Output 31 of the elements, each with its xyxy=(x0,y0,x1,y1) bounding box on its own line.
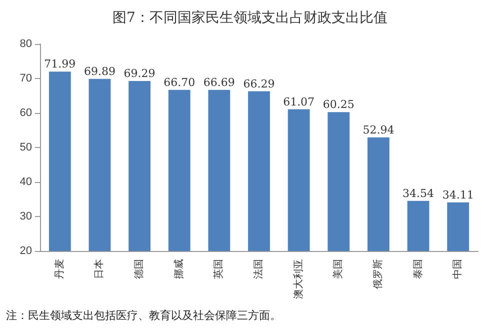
x-tick-label: 德国 xyxy=(134,259,146,279)
x-tick-label: 美国 xyxy=(332,259,344,279)
x-tick-label: 丹麦 xyxy=(53,259,66,279)
data-label: 66.69 xyxy=(203,76,235,89)
data-label: 34.11 xyxy=(442,188,474,202)
chart-title: 图7：不同国家民生领域支出占财政支出比值 xyxy=(112,10,388,26)
x-tick-label: 俄罗斯 xyxy=(372,259,384,289)
y-tick-label: 70 xyxy=(20,72,32,84)
x-tick-label: 澳大利亚 xyxy=(292,259,304,299)
data-label: 66.29 xyxy=(243,77,275,90)
data-label: 61.07 xyxy=(283,95,315,108)
x-tick-label: 法国 xyxy=(252,259,264,279)
y-tick-label: 30 xyxy=(20,210,32,222)
x-tick-label: 挪威 xyxy=(172,259,185,279)
data-label: 69.89 xyxy=(84,64,116,78)
y-tick-label: 20 xyxy=(20,245,32,257)
data-label: 66.70 xyxy=(164,76,196,89)
data-label: 52.94 xyxy=(362,123,394,136)
x-tick-label: 日本 xyxy=(93,259,106,279)
y-tick-label: 40 xyxy=(20,176,32,188)
x-tick-label: 中国 xyxy=(452,259,464,279)
y-tick-label: 50 xyxy=(20,142,32,154)
x-tick-label: 英国 xyxy=(212,259,225,279)
data-label: 34.54 xyxy=(402,186,434,200)
data-label: 69.29 xyxy=(124,66,156,80)
text: 注：民生领域支出包括医疗、教育以及社会保障三方面。 xyxy=(6,309,281,322)
data-label: 60.25 xyxy=(322,98,354,112)
y-tick-label: 60 xyxy=(20,107,32,119)
x-tick-label: 泰国 xyxy=(412,259,424,279)
data-label: 71.99 xyxy=(44,58,76,71)
y-tick-label: 80 xyxy=(20,38,32,50)
